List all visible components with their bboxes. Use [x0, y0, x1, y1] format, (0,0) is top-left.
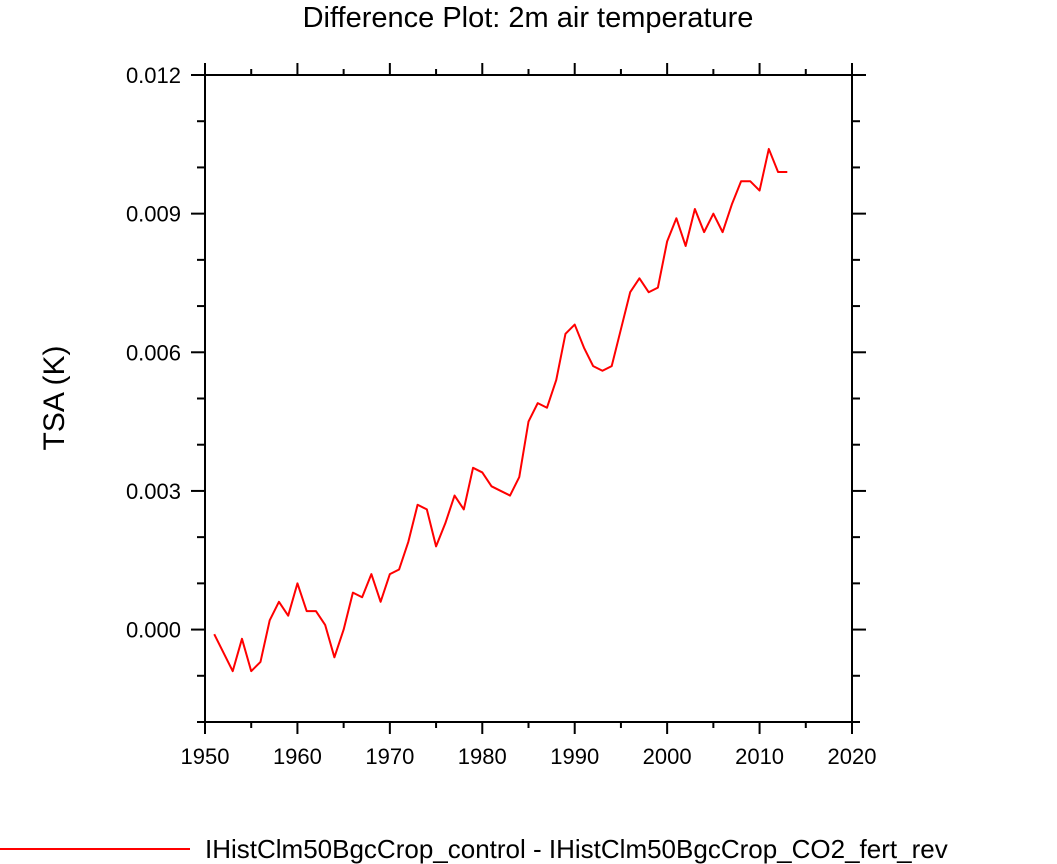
x-tick-label: 1960	[273, 744, 322, 769]
series-line	[213, 147, 788, 673]
x-tick-label: 1950	[181, 744, 230, 769]
y-tick-label: 0.012	[126, 63, 181, 88]
x-tick-label: 2020	[828, 744, 877, 769]
x-tick-label: 1980	[458, 744, 507, 769]
chart-title: Difference Plot: 2m air temperature	[303, 2, 754, 34]
y-tick-label: 0.000	[126, 618, 181, 643]
plot-frame	[204, 74, 853, 723]
y-axis-label: TSA (K)	[38, 345, 71, 450]
y-tick-label: 0.009	[126, 202, 181, 227]
x-tick-label: 1990	[550, 744, 599, 769]
x-tick-label: 1970	[365, 744, 414, 769]
y-tick-label: 0.006	[126, 340, 181, 365]
y-axis: 0.000 0.003 0.006 0.009 0.012	[126, 63, 866, 723]
legend-label: IHistClm50BgcCrop_control - IHistClm50Bg…	[205, 834, 948, 864]
series-layer	[213, 147, 788, 673]
y-tick-label: 0.003	[126, 479, 181, 504]
x-tick-label: 2010	[735, 744, 784, 769]
x-axis: 1950 1960 1970 1980 1990 2000 2010 2020	[181, 63, 877, 769]
x-tick-label: 2000	[643, 744, 692, 769]
